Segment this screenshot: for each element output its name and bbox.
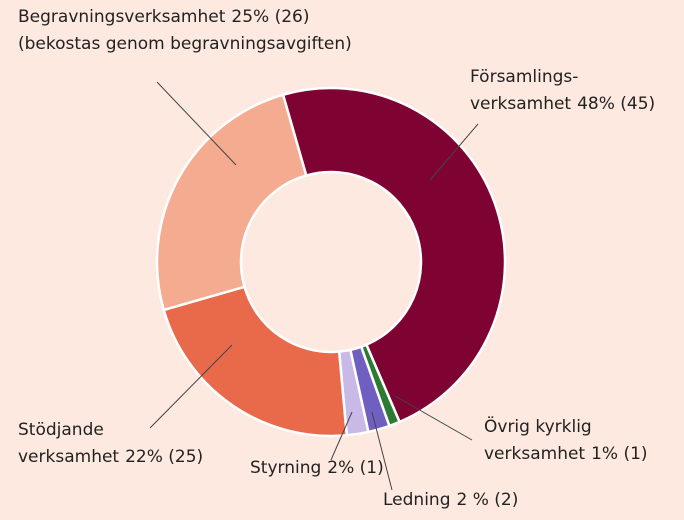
label-line: Styrning	[250, 458, 321, 478]
label-line: Övrig kyrklig	[484, 415, 592, 437]
donut-segment	[162, 285, 349, 438]
segment-label: Stödjande verksamhet 22% (25)	[18, 420, 203, 467]
label-line: verksamhet	[470, 94, 571, 114]
leader-line	[371, 411, 393, 491]
label-line: Ledning	[383, 490, 451, 510]
segment-label: Övrig kyrklig verksamhet 1% (1)	[484, 415, 648, 464]
value-label: 2% (1)	[327, 458, 383, 478]
leader-line	[429, 123, 479, 181]
value-label: 48% (45)	[577, 94, 655, 114]
segment-label: Begravningsverksamhet 25% (26) (bekostas g…	[18, 7, 352, 54]
leader-line	[330, 411, 353, 461]
label-note: (bekostas genom begravningsavgiften)	[18, 34, 352, 54]
leader-line	[149, 344, 233, 429]
leader-line	[394, 395, 473, 441]
donut-segment	[155, 93, 308, 312]
donut-segment	[281, 86, 507, 424]
label-line: verksamhet	[484, 444, 585, 464]
segment-label: Styrning 2% (1)	[250, 458, 384, 478]
segment-label: Ledning 2 % (2)	[383, 490, 518, 510]
value-label: 1% (1)	[591, 444, 647, 464]
leader-line	[156, 81, 237, 166]
value-label: 25% (26)	[231, 7, 309, 27]
segment-label: Församlings-verksamhet 48% (45)	[470, 67, 655, 114]
value-label: 2 % (2)	[457, 490, 519, 510]
label-line: Stödjande	[18, 420, 104, 440]
label-line: Församlings-	[470, 67, 578, 87]
label-line: Begravningsverksamhet	[18, 7, 226, 27]
label-line: verksamhet	[18, 447, 119, 467]
value-label: 22% (25)	[125, 447, 203, 467]
